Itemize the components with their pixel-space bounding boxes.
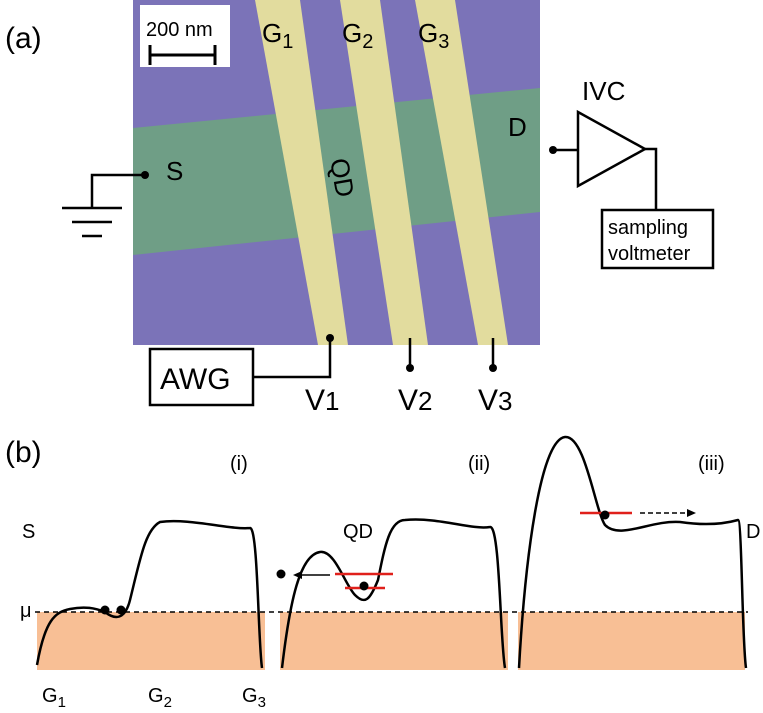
amplifier-label: IVC <box>582 76 625 106</box>
gate-label: G3 <box>242 685 266 711</box>
reservoirs <box>35 612 748 670</box>
scale-label: 200 nm <box>146 19 213 41</box>
voltage-label: V3 <box>478 384 512 417</box>
contact <box>141 171 149 179</box>
dot-label: QD <box>343 521 373 543</box>
voltage-label: V2 <box>398 384 432 417</box>
figure: (a) 200 nm G1 G2 G3 QD S D IVC sampling … <box>0 0 763 713</box>
generator-label: AWG <box>160 363 231 396</box>
panel-label: (a) <box>5 22 42 55</box>
electron-levels <box>101 509 697 615</box>
source-label: S <box>166 156 183 186</box>
step-label: (ii) <box>468 453 490 475</box>
step-label: (iii) <box>698 453 725 475</box>
gate-label: G1 <box>42 685 66 711</box>
contact <box>489 364 497 372</box>
step-label: (i) <box>230 453 248 475</box>
drain-label: D <box>508 112 527 142</box>
source-label: S <box>22 521 35 543</box>
meter-label: sampling <box>608 217 688 239</box>
drain-label: D <box>746 521 760 543</box>
contact <box>406 364 414 372</box>
voltage-label: V1 <box>305 384 339 417</box>
panel-label: (b) <box>5 436 42 469</box>
gate-label: G2 <box>148 685 172 711</box>
meter-label: voltmeter <box>608 243 691 265</box>
ground <box>62 175 145 236</box>
contact <box>326 334 334 342</box>
contact <box>549 146 557 154</box>
fermi-label: μ <box>20 600 32 622</box>
